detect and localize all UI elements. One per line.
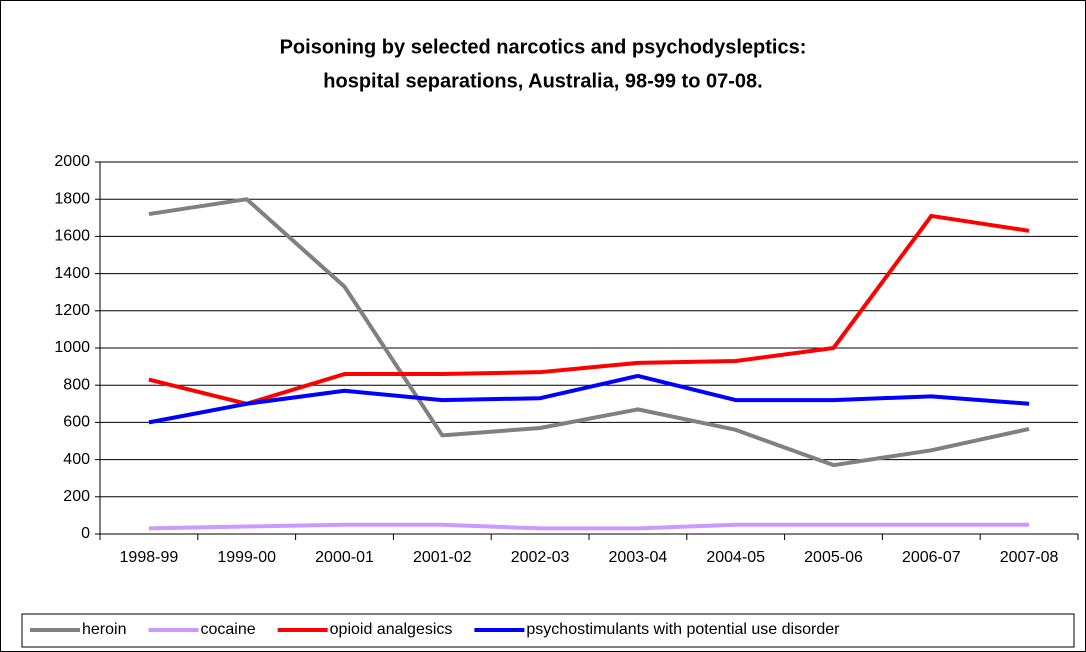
x-tick-label: 2005-06 [804, 549, 863, 566]
x-tick-label: 2003-04 [609, 549, 668, 566]
x-tick-label: 1999-00 [217, 549, 276, 566]
series-line [148, 522, 1030, 531]
y-tick-label: 200 [63, 488, 90, 505]
legend-label: psychostimulants with potential use diso… [526, 621, 840, 638]
series-line [148, 373, 1030, 425]
y-tick-label: 1600 [54, 228, 90, 245]
legend-label: heroin [82, 621, 126, 638]
chart-title: hospital separations, Australia, 98-99 t… [323, 70, 762, 92]
y-tick-label: 800 [63, 376, 90, 393]
x-tick-label: 2000-01 [315, 549, 374, 566]
y-tick-label: 0 [81, 525, 90, 542]
x-tick-label: 2001-02 [413, 549, 472, 566]
series-line [148, 197, 1030, 468]
x-tick-label: 1998-99 [120, 549, 179, 566]
series-line [148, 213, 1030, 406]
y-tick-label: 400 [63, 451, 90, 468]
legend-label: opioid analgesics [330, 621, 453, 638]
x-tick-label: 2002-03 [511, 549, 570, 566]
x-tick-label: 2007-08 [1000, 549, 1059, 566]
y-tick-label: 1200 [54, 302, 90, 319]
y-tick-label: 1800 [54, 190, 90, 207]
y-tick-label: 1400 [54, 265, 90, 282]
x-tick-label: 2006-07 [902, 549, 961, 566]
y-tick-label: 1000 [54, 339, 90, 356]
y-tick-label: 600 [63, 414, 90, 431]
y-tick-label: 2000 [54, 153, 90, 170]
legend-label: cocaine [200, 621, 255, 638]
chart-title: Poisoning by selected narcotics and psyc… [280, 36, 807, 58]
x-tick-label: 2004-05 [706, 549, 765, 566]
